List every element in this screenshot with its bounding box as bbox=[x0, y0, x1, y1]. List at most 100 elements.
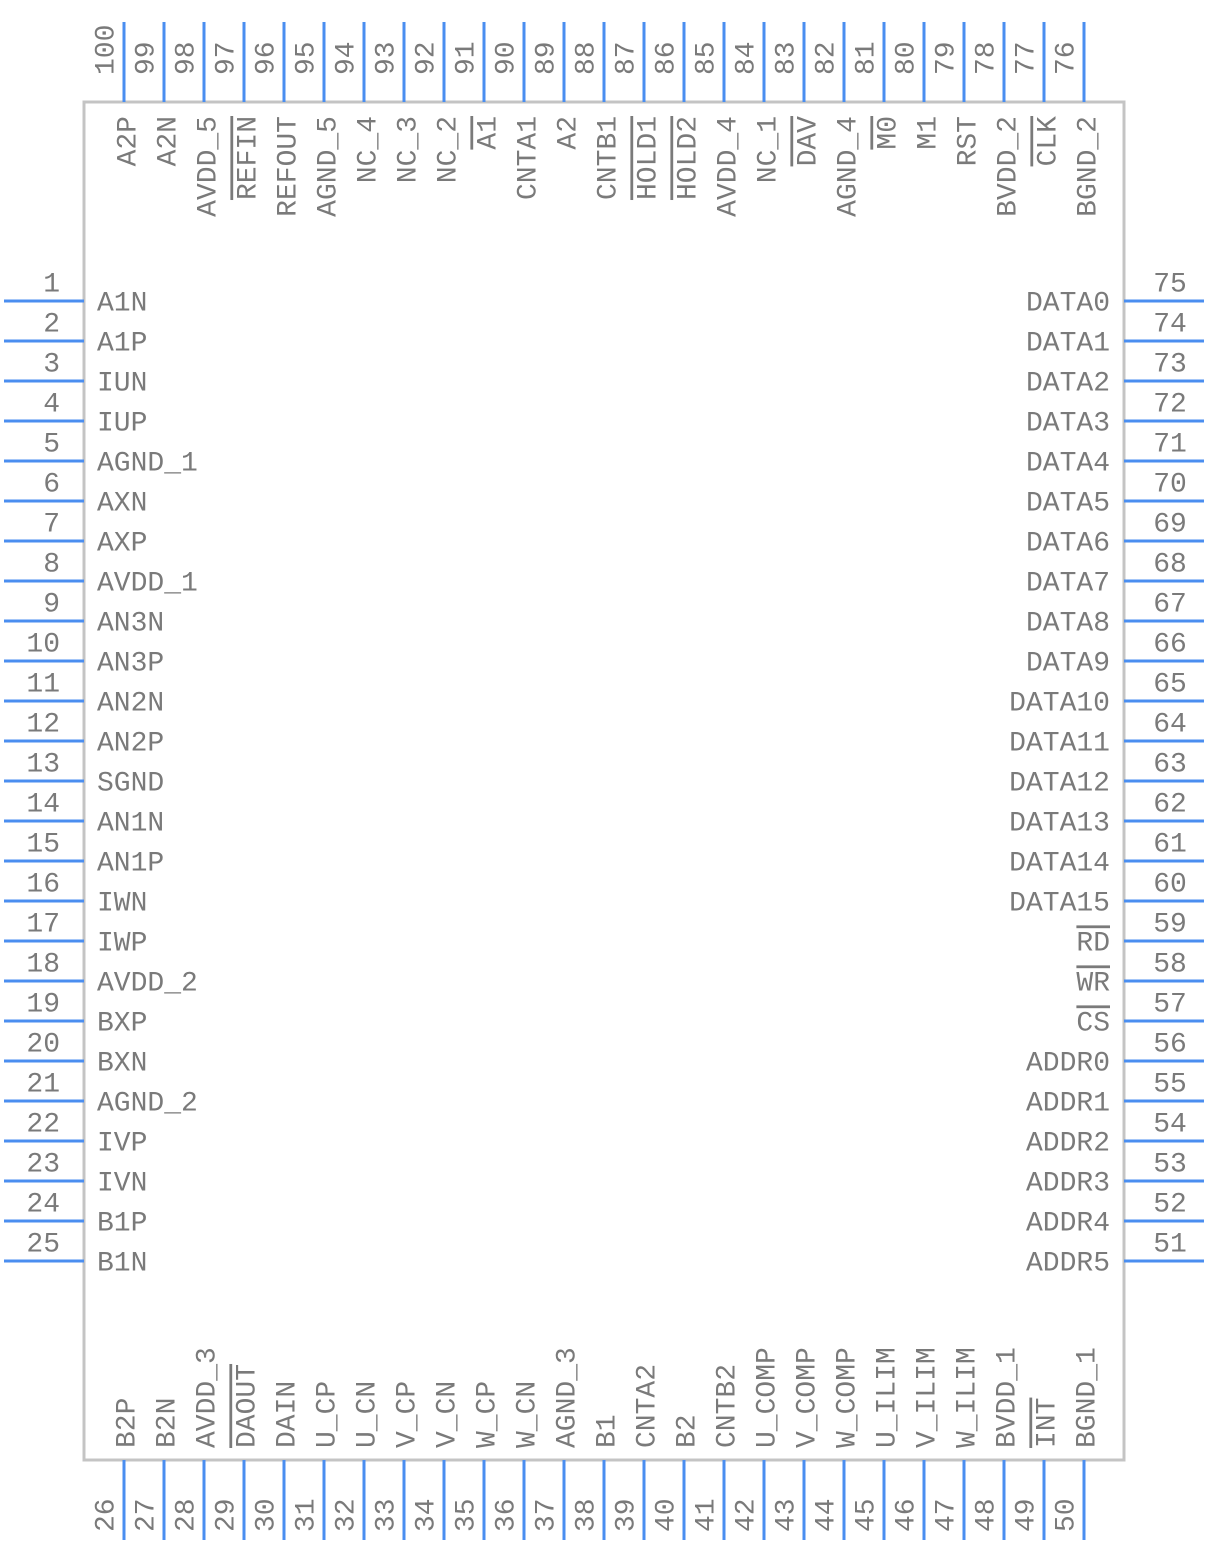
pin-number: 37 bbox=[531, 1498, 562, 1532]
pin-name: DAOUT bbox=[232, 1364, 263, 1448]
pin-name: AGND_3 bbox=[552, 1347, 583, 1448]
pin-number: 45 bbox=[851, 1498, 882, 1532]
pin-name: W_COMP bbox=[832, 1347, 863, 1448]
pin-name: W_CP bbox=[472, 1381, 503, 1448]
pin-number: 76 bbox=[1051, 41, 1082, 75]
pin-name: DATA1 bbox=[1026, 328, 1110, 359]
pin-number: 13 bbox=[26, 749, 60, 780]
pin-name: W_CN bbox=[512, 1381, 543, 1448]
pin-name: B1N bbox=[97, 1248, 147, 1279]
pin-name: DATA10 bbox=[1009, 688, 1110, 719]
pin-number: 6 bbox=[43, 469, 60, 500]
pin-name: U_ILIM bbox=[872, 1347, 903, 1448]
ic-body bbox=[82, 100, 1126, 1462]
pin-name: AN1N bbox=[97, 808, 164, 839]
pin-number: 25 bbox=[26, 1229, 60, 1260]
pin-name: DATA6 bbox=[1026, 528, 1110, 559]
pin-name: AGND_2 bbox=[97, 1088, 198, 1119]
pin-number: 50 bbox=[1051, 1498, 1082, 1532]
pin-name: DATA5 bbox=[1026, 488, 1110, 519]
pin-number: 75 bbox=[1153, 269, 1187, 300]
pin-name: B2 bbox=[672, 1414, 703, 1448]
pin-name: A2N bbox=[153, 116, 184, 166]
pin-number: 28 bbox=[171, 1498, 202, 1532]
pin-number: 66 bbox=[1153, 629, 1187, 660]
pin-name: DATA2 bbox=[1026, 368, 1110, 399]
pin-number: 77 bbox=[1011, 41, 1042, 75]
pin-number: 81 bbox=[851, 41, 882, 75]
pin-name: IWN bbox=[97, 888, 147, 919]
pin-name: V_CN bbox=[432, 1381, 463, 1448]
pin-number: 30 bbox=[251, 1498, 282, 1532]
pin-number: 72 bbox=[1153, 389, 1187, 420]
pin-number: 35 bbox=[451, 1498, 482, 1532]
pin-number: 62 bbox=[1153, 789, 1187, 820]
pin-name: ADDR0 bbox=[1026, 1048, 1110, 1079]
pin-number: 52 bbox=[1153, 1189, 1187, 1220]
pin-name: IUP bbox=[97, 408, 147, 439]
pin-name: V_ILIM bbox=[912, 1347, 943, 1448]
pin-number: 15 bbox=[26, 829, 60, 860]
pin-name: A1 bbox=[473, 116, 504, 150]
pin-name: ADDR4 bbox=[1026, 1208, 1110, 1239]
pin-name: INT bbox=[1032, 1398, 1063, 1448]
pin-number: 87 bbox=[611, 41, 642, 75]
pin-number: 92 bbox=[411, 41, 442, 75]
pin-name: AGND_4 bbox=[833, 116, 864, 217]
pin-number: 69 bbox=[1153, 509, 1187, 540]
pin-name: U_COMP bbox=[752, 1347, 783, 1448]
pin-number: 14 bbox=[26, 789, 60, 820]
pin-name: DATA13 bbox=[1009, 808, 1110, 839]
pin-name: V_COMP bbox=[792, 1347, 823, 1448]
pin-number: 21 bbox=[26, 1069, 60, 1100]
pin-name: DATA11 bbox=[1009, 728, 1110, 759]
pin-name: DAIN bbox=[272, 1381, 303, 1448]
pin-number: 41 bbox=[691, 1498, 722, 1532]
pin-name: BVDD_1 bbox=[992, 1347, 1023, 1448]
pin-name: AVDD_2 bbox=[97, 968, 198, 999]
pin-number: 40 bbox=[651, 1498, 682, 1532]
pin-name: DATA0 bbox=[1026, 288, 1110, 319]
pin-number: 53 bbox=[1153, 1149, 1187, 1180]
pin-number: 46 bbox=[891, 1498, 922, 1532]
pin-name: IUN bbox=[97, 368, 147, 399]
pin-number: 60 bbox=[1153, 869, 1187, 900]
pin-name: RD bbox=[1076, 928, 1110, 959]
pin-number: 64 bbox=[1153, 709, 1187, 740]
pin-name: AGND_1 bbox=[97, 448, 198, 479]
pin-name: AGND_5 bbox=[313, 116, 344, 217]
pin-number: 99 bbox=[131, 41, 162, 75]
pin-number: 63 bbox=[1153, 749, 1187, 780]
pin-number: 55 bbox=[1153, 1069, 1187, 1100]
pin-name: CNTB2 bbox=[712, 1364, 743, 1448]
pin-name: V_CP bbox=[392, 1381, 423, 1448]
pin-name: M0 bbox=[873, 116, 904, 150]
pin-number: 89 bbox=[531, 41, 562, 75]
pin-number: 54 bbox=[1153, 1109, 1187, 1140]
pin-number: 22 bbox=[26, 1109, 60, 1140]
pin-number: 44 bbox=[811, 1498, 842, 1532]
pin-number: 38 bbox=[571, 1498, 602, 1532]
pin-name: CNTA1 bbox=[513, 116, 544, 200]
pin-name: B2N bbox=[152, 1398, 183, 1448]
pin-number: 24 bbox=[26, 1189, 60, 1220]
pin-number: 86 bbox=[651, 41, 682, 75]
pin-name: DATA12 bbox=[1009, 768, 1110, 799]
pin-name: IWP bbox=[97, 928, 147, 959]
pin-number: 4 bbox=[43, 389, 60, 420]
pin-number: 59 bbox=[1153, 909, 1187, 940]
pin-number: 71 bbox=[1153, 429, 1187, 460]
pin-number: 20 bbox=[26, 1029, 60, 1060]
pin-name: U_CN bbox=[352, 1381, 383, 1448]
pin-number: 80 bbox=[891, 41, 922, 75]
pin-name: A1N bbox=[97, 288, 147, 319]
pin-number: 11 bbox=[26, 669, 60, 700]
pin-name: REFIN bbox=[233, 116, 264, 200]
pin-name: AN1P bbox=[97, 848, 164, 879]
pin-number: 43 bbox=[771, 1498, 802, 1532]
pin-number: 32 bbox=[331, 1498, 362, 1532]
pin-name: REFOUT bbox=[273, 116, 304, 217]
pin-name: NC_3 bbox=[393, 116, 424, 183]
pin-name: SGND bbox=[97, 768, 164, 799]
